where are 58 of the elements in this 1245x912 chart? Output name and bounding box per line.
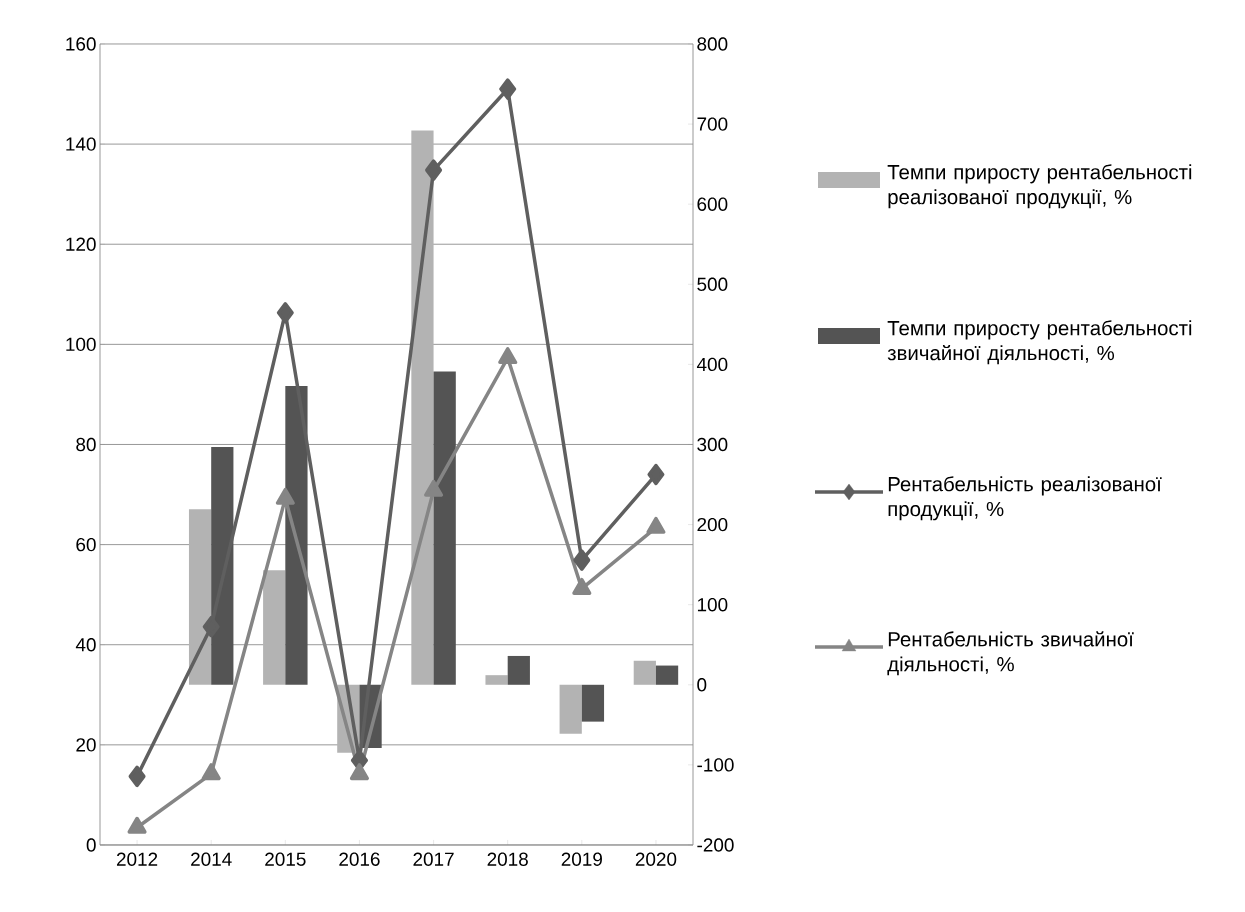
point (647, 463, 665, 486)
point (498, 347, 518, 365)
y-tick-label: 60 (76, 537, 96, 552)
point (128, 765, 146, 788)
bar (285, 386, 308, 685)
legend-label: Темпи приросту рентабельності реалізованої продукції, % (887, 164, 1192, 209)
legend-label: Рентабельність реалізованої продукції, % (888, 476, 1162, 521)
bar (188, 509, 212, 685)
point (349, 763, 369, 781)
y2-tick-label: 700 (697, 117, 728, 131)
y-tick-label: 140 (66, 137, 96, 151)
y-tick-label: 40 (75, 638, 96, 652)
y2-tick-label: 400 (696, 357, 728, 372)
x-tick-label: 2016 (339, 852, 380, 866)
y-tick-label: 120 (66, 237, 96, 251)
y2-tick-label: -200 (697, 838, 734, 852)
y-tick-label: 0 (86, 838, 96, 852)
bar (559, 684, 582, 734)
y2-tick-label: 600 (697, 197, 728, 211)
point (646, 516, 666, 534)
x-tick-label: 2018 (487, 852, 528, 866)
point (202, 615, 220, 638)
y2-tick-label: 800 (697, 37, 728, 51)
legend-label: Темпи приросту рентабельності звичайної діяльності, % (887, 320, 1192, 365)
point (201, 763, 221, 781)
point (424, 479, 444, 497)
bar (411, 130, 434, 685)
x-tick-label: 2014 (191, 852, 232, 866)
bar (485, 675, 508, 685)
point (572, 577, 592, 595)
point (425, 159, 443, 181)
bar (433, 371, 456, 685)
x-tick-label: 2017 (413, 852, 454, 866)
y-tick-label: 100 (66, 337, 96, 352)
point (499, 78, 517, 100)
y-tick-label: 80 (76, 437, 96, 452)
y2-tick-label: 100 (697, 597, 728, 612)
bar (507, 655, 530, 685)
legend-label: Рентабельність звичайної діяльності, % (887, 631, 1134, 676)
x-tick-label: 2015 (265, 852, 306, 866)
point (573, 549, 591, 571)
point (275, 487, 295, 505)
bar (263, 570, 286, 685)
x-tick-label: 2020 (635, 852, 677, 866)
x-tick-label: 2012 (116, 852, 158, 866)
x-tick-label: 2019 (561, 852, 602, 866)
point (276, 302, 294, 324)
bar (655, 665, 679, 685)
point (127, 816, 147, 834)
y2-tick-label: 0 (697, 678, 707, 692)
y-tick-label: 20 (76, 738, 96, 752)
y-tick-label: 160 (66, 37, 96, 51)
y2-tick-label: 200 (697, 517, 728, 532)
y2-tick-label: 500 (697, 277, 728, 291)
y2-tick-label: -100 (697, 758, 734, 772)
bar (581, 684, 605, 722)
bar (633, 660, 656, 685)
y2-tick-label: 300 (697, 437, 728, 452)
